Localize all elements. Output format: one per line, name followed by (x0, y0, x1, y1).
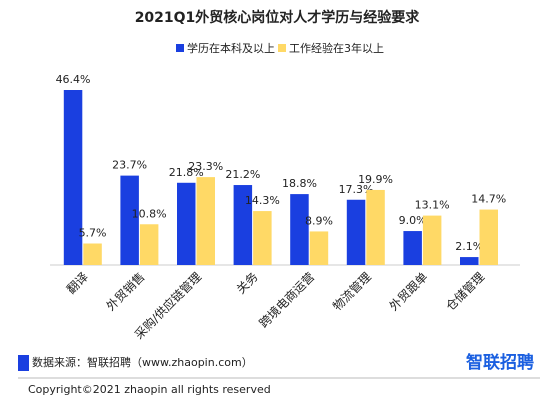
value-label: 23.7% (112, 159, 147, 172)
value-label: 14.7% (471, 193, 506, 206)
bar (139, 224, 159, 265)
bar (120, 175, 139, 265)
bar (177, 182, 196, 265)
bar (422, 215, 442, 265)
bar (460, 257, 479, 265)
legend-swatch (176, 44, 184, 52)
copyright: Copyright©2021 zhaopin all rights reserv… (28, 383, 271, 396)
bar (479, 209, 498, 265)
value-label: 17.3% (339, 183, 374, 196)
value-label: 21.8% (169, 166, 204, 179)
bar (253, 211, 272, 265)
x-tick-label: 翻译 (64, 270, 91, 297)
bar (403, 231, 422, 265)
x-tick-label: 跨境电商运营 (256, 269, 318, 331)
bar (366, 189, 385, 265)
source: 数据来源：智联招聘（www.zhaopin.com） (32, 355, 253, 369)
bar (196, 177, 215, 265)
x-tick-label: 外贸销售 (103, 269, 148, 314)
value-label: 46.4% (56, 73, 91, 86)
bar (83, 243, 102, 265)
value-label: 13.1% (415, 199, 450, 212)
bar (233, 185, 253, 265)
value-label: 5.7% (79, 227, 107, 240)
value-label: 14.3% (245, 194, 280, 207)
logo: 智联招聘 (466, 352, 534, 373)
value-label: 19.9% (358, 173, 393, 186)
value-label: 8.9% (305, 214, 333, 227)
source-marker (18, 355, 29, 371)
value-label: 21.2% (225, 168, 260, 181)
x-tick-label: 关务 (233, 269, 261, 297)
value-label: 2.1% (455, 240, 483, 253)
legend-label: 工作经验在3年以上 (289, 41, 384, 55)
bar (290, 194, 309, 265)
x-tick-label: 物流管理 (329, 269, 374, 314)
value-label: 23.3% (188, 160, 223, 173)
x-tick-label: 外贸跟单 (387, 270, 431, 314)
value-label: 10.8% (132, 207, 167, 220)
value-label: 9.0% (399, 214, 427, 227)
value-label: 18.8% (282, 177, 317, 190)
chart-title: 2021Q1外贸核心岗位对人才学历与经验要求 (135, 9, 421, 26)
bar (346, 199, 366, 265)
legend-label: 学历在本科及以上 (187, 41, 275, 55)
bar (309, 231, 329, 265)
legend-swatch (278, 44, 286, 52)
x-tick-label: 仓储管理 (443, 269, 488, 314)
bar (63, 90, 83, 265)
